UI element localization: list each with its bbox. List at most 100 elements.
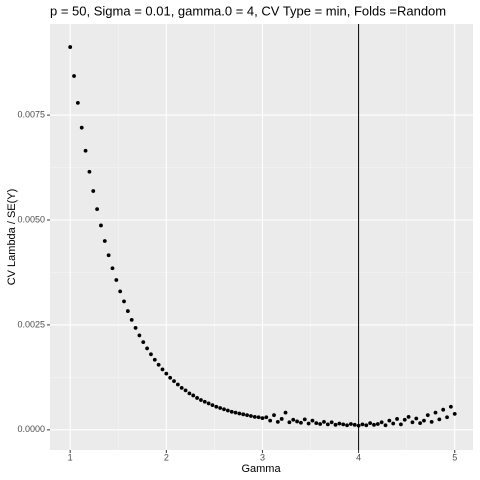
point bbox=[187, 391, 192, 396]
point bbox=[222, 407, 226, 412]
point bbox=[125, 309, 130, 313]
point bbox=[283, 410, 288, 415]
point bbox=[149, 352, 153, 357]
point bbox=[410, 420, 415, 425]
x-tick-label: 4 bbox=[356, 452, 361, 462]
x-tick-label: 5 bbox=[452, 452, 457, 462]
point bbox=[291, 417, 296, 422]
point bbox=[245, 413, 249, 418]
point bbox=[264, 415, 269, 420]
point bbox=[133, 325, 138, 330]
point bbox=[95, 207, 100, 211]
point bbox=[214, 404, 219, 409]
point bbox=[414, 416, 419, 421]
y-tick-label: 0.0075 bbox=[17, 109, 45, 119]
point bbox=[275, 419, 280, 424]
point bbox=[287, 420, 292, 425]
point bbox=[429, 419, 434, 424]
point bbox=[349, 422, 353, 426]
point bbox=[99, 223, 103, 228]
x-tick-label: 2 bbox=[164, 452, 169, 462]
point bbox=[398, 422, 403, 427]
point bbox=[183, 388, 188, 393]
point bbox=[202, 399, 207, 404]
point bbox=[256, 415, 261, 420]
point bbox=[299, 420, 303, 425]
point bbox=[341, 422, 346, 427]
point bbox=[229, 409, 234, 414]
point bbox=[79, 125, 84, 130]
point bbox=[168, 375, 173, 380]
x-axis-label: Gamma bbox=[241, 463, 281, 475]
point bbox=[441, 407, 446, 412]
point bbox=[87, 169, 92, 174]
point bbox=[391, 421, 396, 426]
point bbox=[129, 317, 134, 322]
point bbox=[122, 299, 126, 304]
point bbox=[225, 408, 230, 413]
point bbox=[402, 417, 407, 422]
point bbox=[314, 421, 319, 426]
point bbox=[448, 404, 453, 409]
point bbox=[372, 422, 376, 427]
point bbox=[195, 396, 199, 400]
point bbox=[175, 382, 180, 387]
point bbox=[337, 421, 342, 426]
x-tick-label: 3 bbox=[260, 452, 265, 462]
point bbox=[295, 419, 299, 424]
point bbox=[260, 416, 265, 421]
point bbox=[345, 423, 349, 428]
point bbox=[218, 406, 223, 410]
point bbox=[210, 403, 215, 407]
point bbox=[418, 421, 423, 426]
point bbox=[279, 417, 284, 421]
point bbox=[141, 340, 146, 345]
point bbox=[179, 385, 184, 390]
y-axis-label: CV Lambda / SE(Y) bbox=[6, 189, 18, 286]
point bbox=[110, 266, 115, 271]
point bbox=[433, 410, 438, 415]
point bbox=[68, 45, 73, 49]
point bbox=[137, 333, 142, 338]
point bbox=[383, 423, 388, 428]
point bbox=[206, 401, 211, 406]
point bbox=[241, 412, 246, 417]
point bbox=[268, 418, 273, 423]
y-tick-label: 0.0025 bbox=[17, 319, 45, 329]
point bbox=[160, 367, 165, 372]
point bbox=[360, 422, 365, 427]
point bbox=[172, 379, 176, 384]
point bbox=[199, 398, 203, 402]
point bbox=[422, 418, 426, 423]
x-tick-label: 1 bbox=[68, 452, 73, 462]
point bbox=[379, 420, 384, 425]
point bbox=[249, 414, 253, 418]
point bbox=[118, 289, 123, 294]
point bbox=[156, 362, 161, 367]
point bbox=[406, 414, 411, 419]
point bbox=[322, 419, 326, 424]
point bbox=[325, 422, 330, 427]
point bbox=[333, 422, 338, 427]
point bbox=[375, 422, 380, 426]
point bbox=[272, 413, 276, 418]
point bbox=[387, 418, 392, 423]
point bbox=[152, 357, 157, 362]
point bbox=[437, 417, 442, 422]
point bbox=[306, 421, 311, 426]
point bbox=[72, 74, 76, 78]
point bbox=[237, 411, 242, 416]
point bbox=[329, 420, 334, 425]
chart-title: p = 50, Sigma = 0.01, gamma.0 = 4, CV Ty… bbox=[50, 3, 446, 18]
point bbox=[364, 423, 369, 428]
point bbox=[106, 253, 111, 258]
point bbox=[352, 422, 357, 427]
panel bbox=[50, 24, 473, 450]
y-tick-label: 0.0050 bbox=[17, 214, 45, 224]
point bbox=[91, 189, 96, 193]
point bbox=[83, 148, 88, 153]
point bbox=[445, 415, 449, 420]
point bbox=[114, 278, 119, 282]
point bbox=[318, 422, 323, 426]
